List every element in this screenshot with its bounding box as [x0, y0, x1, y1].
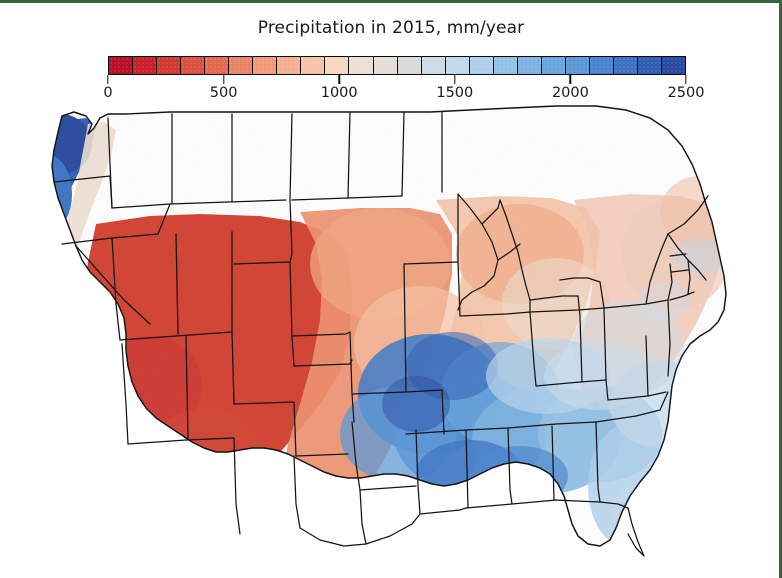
- colorbar-segment-11: [373, 57, 398, 74]
- colorbar-segment-2: [157, 57, 182, 74]
- colorbar: 0 500 1000 1500 2000 2500: [103, 56, 704, 105]
- colorbar-segment-20: [589, 57, 614, 74]
- colorbar-segment-8: [301, 57, 326, 74]
- colorbar-tick-1500: [454, 75, 456, 84]
- ocean-mask: [0, 104, 760, 578]
- colorbar-ticks: [107, 75, 687, 84]
- colorbar-tick-2000: [569, 75, 572, 84]
- colorbar-segment-0: [109, 57, 134, 74]
- map-borders: [51, 105, 727, 557]
- colorbar-segment-12: [397, 57, 422, 74]
- colorbar-segment-10: [349, 57, 374, 74]
- colorbar-tick-label-500: 500: [209, 85, 238, 101]
- colorbar-segment-13: [421, 57, 446, 74]
- colorbar-segment-23: [662, 57, 686, 74]
- colorbar-tick-labels: 0 500 1000 1500 2000 2500: [103, 85, 704, 105]
- page-title: Precipitation in 2015, mm/year: [257, 18, 525, 38]
- colorbar-segment-6: [253, 57, 278, 74]
- colorbar-segment-15: [469, 57, 494, 74]
- colorbar-gradient-strip: [108, 56, 686, 75]
- colorbar-segment-1: [133, 57, 158, 74]
- page-border-top: [0, 0, 782, 3]
- colorbar-segment-16: [493, 57, 518, 74]
- colorbar-segment-3: [181, 57, 206, 74]
- colorbar-segment-9: [325, 57, 350, 74]
- colorbar-segment-17: [517, 57, 542, 74]
- map-plot-area: [0, 104, 760, 578]
- colorbar-segment-19: [565, 57, 590, 74]
- page-border-right: [779, 0, 782, 578]
- colorbar-tick-label-0: 0: [103, 85, 113, 101]
- colorbar-tick-2500: [685, 75, 687, 84]
- colorbar-tick-label-1000: 1000: [320, 85, 358, 101]
- colorbar-segment-21: [613, 57, 639, 74]
- us-precipitation-map: [0, 104, 760, 578]
- colorbar-segment-4: [205, 57, 230, 74]
- colorbar-segment-22: [638, 57, 663, 74]
- colorbar-tick-label-1500: 1500: [436, 85, 474, 101]
- colorbar-segment-7: [277, 57, 302, 74]
- colorbar-tick-1000: [338, 75, 340, 84]
- colorbar-tick-0: [107, 75, 109, 84]
- colorbar-segment-18: [541, 57, 566, 74]
- colorbar-segment-5: [229, 57, 254, 74]
- colorbar-tick-500: [222, 75, 225, 84]
- colorbar-tick-label-2500: 2500: [667, 85, 705, 101]
- colorbar-tick-label-2000: 2000: [551, 85, 589, 101]
- colorbar-segment-14: [445, 57, 470, 74]
